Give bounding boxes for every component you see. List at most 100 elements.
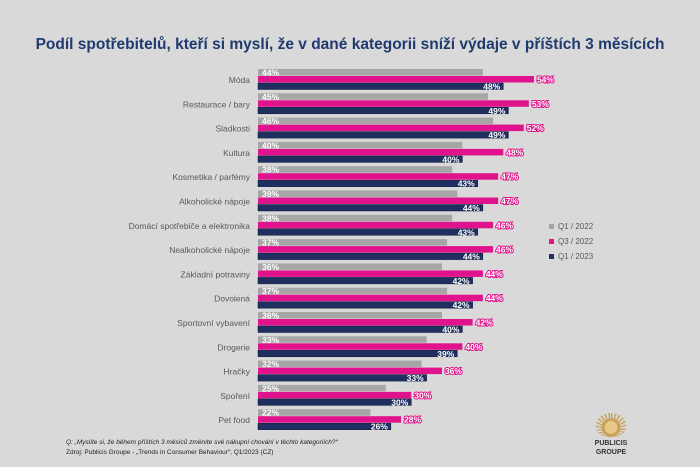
category-label: Dovolená: [214, 294, 250, 304]
category-label: Základní potraviny: [181, 269, 251, 279]
category-label: Nealkoholické nápoje: [169, 245, 250, 255]
bar-q1-2023: [257, 155, 463, 163]
data-label: 30%: [391, 397, 408, 407]
bar-q1-2023: [257, 422, 392, 430]
legend-label: Q1 / 2022: [558, 222, 594, 231]
legend-swatch: [549, 254, 554, 259]
data-label: 48%: [483, 82, 500, 92]
bar-q3-2022: [258, 270, 483, 277]
data-label: 49%: [488, 130, 505, 140]
chart-title: Podíl spotřebitelů, kteří si myslí, že v…: [35, 36, 665, 53]
legend-swatch: [549, 239, 554, 244]
data-label: 52%: [527, 123, 544, 133]
bar-q1-2023: [257, 228, 478, 236]
bar-q1-2022: [258, 239, 448, 246]
bar-q3-2022: [258, 197, 499, 204]
legend-swatch: [549, 224, 554, 229]
data-label: 36%: [445, 366, 462, 376]
source-note: Zdroj: Publicis Groupe - „Trends in Cons…: [66, 449, 274, 456]
category-label: Spoření: [220, 391, 250, 401]
data-label: 42%: [476, 318, 493, 328]
bar-q1-2022: [258, 69, 483, 76]
data-label: 44%: [262, 68, 279, 78]
category-label: Kosmetika / parfémy: [173, 172, 251, 182]
bar-q1-2022: [258, 360, 422, 368]
data-label: 33%: [262, 335, 279, 345]
data-label: 33%: [407, 373, 424, 383]
bar-q1-2023: [257, 107, 509, 115]
category-label: Hračky: [224, 367, 251, 377]
data-label: 40%: [442, 325, 459, 335]
data-label: 38%: [262, 213, 279, 223]
data-label: 22%: [262, 408, 279, 418]
data-label: 28%: [404, 415, 421, 425]
bar-q1-2023: [257, 252, 484, 260]
data-label: 30%: [414, 390, 431, 400]
bar-q1-2023: [257, 131, 509, 139]
bar-q3-2022: [258, 343, 463, 350]
data-label: 44%: [486, 293, 503, 303]
bar-q3-2022: [258, 391, 412, 399]
bar-q1-2022: [258, 166, 453, 173]
data-label: 42%: [453, 300, 470, 310]
data-label: 48%: [506, 147, 523, 157]
data-label: 44%: [463, 252, 480, 262]
data-label: 39%: [437, 349, 454, 359]
bar-q1-2023: [257, 179, 478, 187]
bar-q3-2022: [258, 173, 499, 180]
bar-q1-2022: [258, 190, 458, 197]
data-label: 46%: [496, 220, 513, 230]
category-label: Domácí spotřebiče a elektronika: [129, 221, 251, 231]
bar-q3-2022: [258, 367, 442, 375]
bar-q1-2022: [258, 141, 463, 149]
question-note: Q: „Myslíte si, že během příštích 3 měsí…: [66, 439, 338, 446]
bar-q1-2022: [258, 93, 488, 100]
bar-q3-2022: [258, 124, 524, 132]
data-label: 36%: [262, 262, 279, 272]
data-label: 40%: [442, 154, 459, 164]
data-label: 43%: [458, 179, 475, 189]
data-label: 36%: [262, 311, 279, 321]
data-label: 38%: [262, 165, 279, 175]
logo-text-2: GROUPE: [595, 449, 627, 456]
bar-q3-2022: [258, 294, 483, 302]
bar-q3-2022: [258, 148, 504, 156]
bar-q1-2022: [258, 287, 448, 295]
data-label: 44%: [486, 269, 503, 279]
data-label: 40%: [465, 342, 482, 352]
bar-q3-2022: [258, 100, 529, 107]
category-label: Alkoholické nápoje: [179, 197, 250, 207]
data-label: 39%: [262, 189, 279, 199]
data-label: 46%: [262, 116, 279, 126]
bar-q1-2022: [258, 214, 453, 222]
bar-q3-2022: [258, 416, 402, 423]
data-label: 42%: [453, 276, 470, 286]
data-label: 40%: [262, 140, 279, 150]
data-label: 46%: [496, 245, 513, 255]
category-label: Kultura: [223, 148, 250, 158]
data-label: 26%: [371, 422, 388, 432]
category-label: Sladkosti: [216, 124, 251, 134]
bar-q1-2023: [257, 277, 473, 285]
bar-q1-2022: [258, 409, 371, 416]
data-label: 47%: [501, 196, 518, 206]
bar-q1-2023: [257, 374, 427, 382]
category-label: Drogerie: [217, 342, 250, 352]
bar-q1-2023: [257, 82, 504, 90]
bar-q3-2022: [258, 319, 473, 326]
footnote: Q: „Myslíte si, že během příštích 3 měsí…: [66, 438, 338, 458]
bar-q1-2023: [257, 350, 458, 358]
bar-q1-2022: [258, 117, 494, 125]
data-label: 47%: [501, 172, 518, 182]
data-label: 37%: [262, 238, 279, 248]
bar-q1-2022: [258, 312, 442, 319]
bar-q3-2022: [258, 246, 494, 253]
bar-q3-2022: [258, 221, 494, 229]
bar-q1-2023: [257, 204, 484, 212]
bar-q1-2022: [258, 384, 386, 392]
data-label: 43%: [458, 227, 475, 237]
data-label: 49%: [488, 106, 505, 116]
data-label: 44%: [463, 203, 480, 213]
bar-q1-2023: [257, 398, 412, 406]
